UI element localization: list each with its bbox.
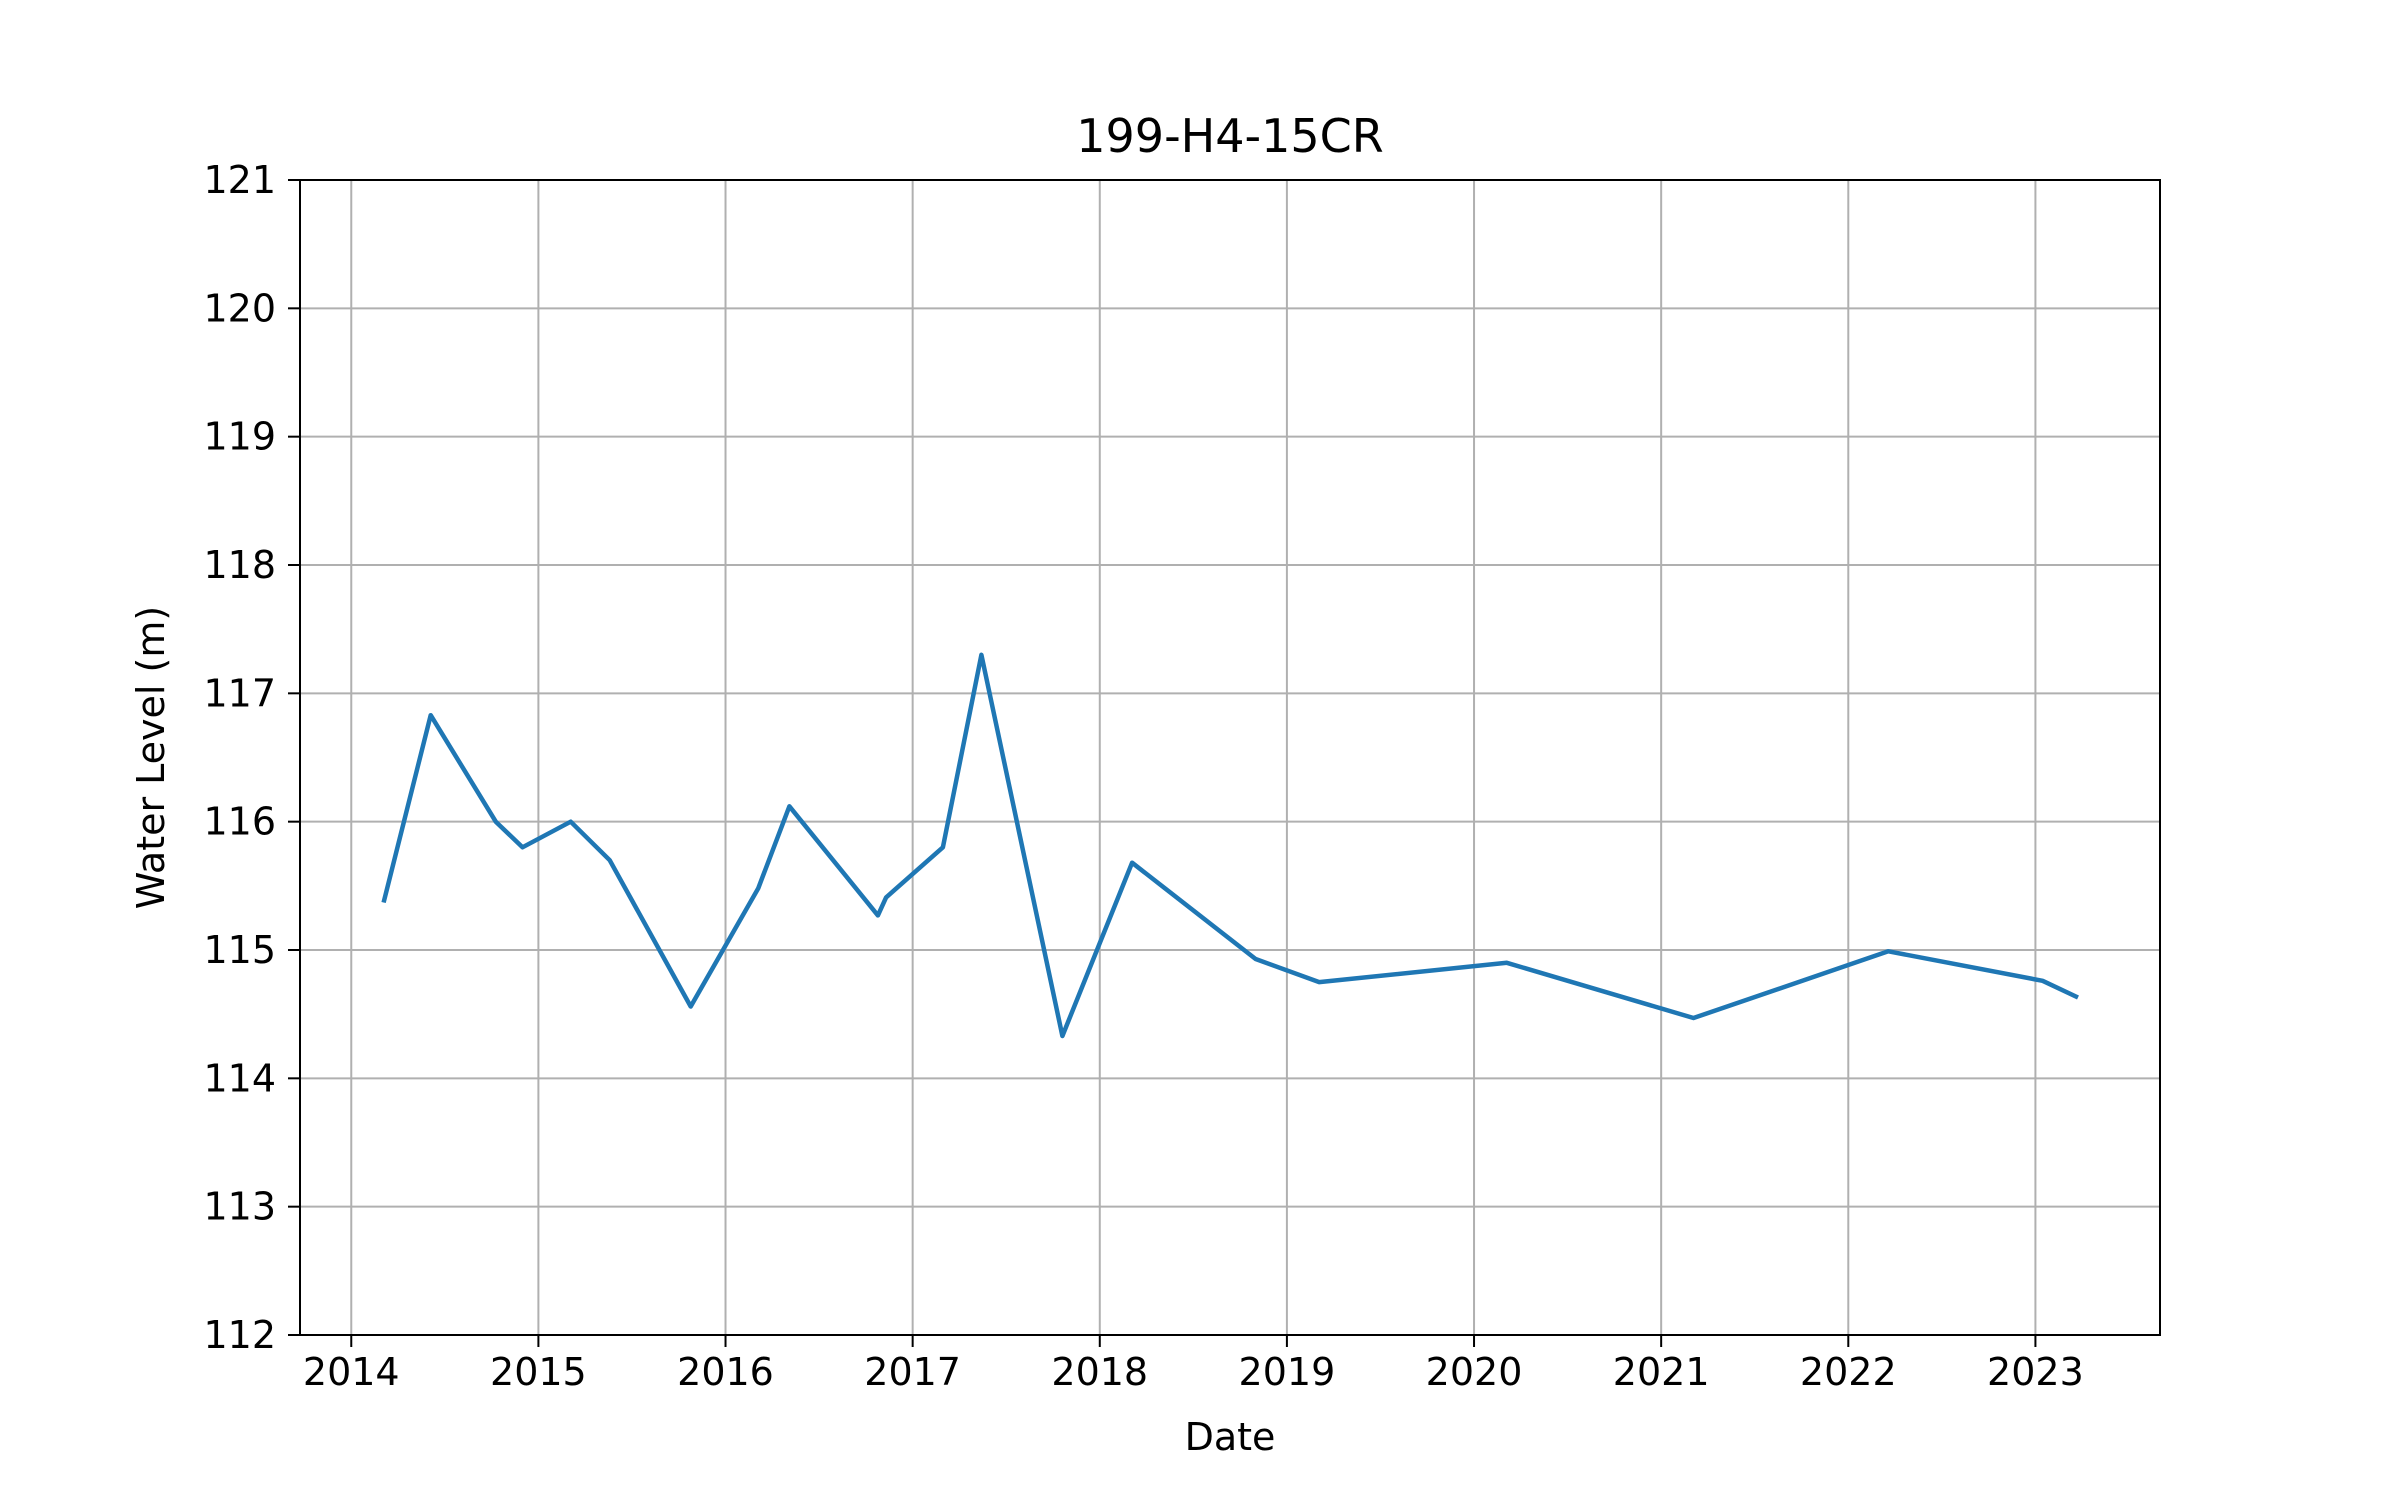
x-tick-label: 2019 <box>1239 1350 1336 1394</box>
y-tick-label: 113 <box>203 1185 276 1229</box>
y-tick-label: 120 <box>203 286 276 330</box>
x-tick-label: 2023 <box>1987 1350 2084 1394</box>
x-tick-label: 2015 <box>490 1350 587 1394</box>
y-tick-label: 114 <box>203 1056 276 1100</box>
x-tick-label: 2018 <box>1051 1350 1148 1394</box>
y-tick-label: 115 <box>203 928 276 972</box>
y-tick-label: 121 <box>203 158 276 202</box>
x-axis-label: Date <box>1185 1415 1276 1459</box>
y-tick-label: 118 <box>203 543 276 587</box>
x-tick-label: 2021 <box>1613 1350 1710 1394</box>
y-tick-label: 116 <box>203 800 276 844</box>
y-tick-label: 119 <box>203 415 276 459</box>
plot-area-frame <box>300 180 2160 1335</box>
x-tick-label: 2016 <box>677 1350 774 1394</box>
y-tick-label: 117 <box>203 671 276 715</box>
chart-title: 199-H4-15CR <box>1076 109 1383 163</box>
x-tick-label: 2020 <box>1426 1350 1523 1394</box>
x-tick-label: 2014 <box>303 1350 400 1394</box>
series-line <box>384 655 2078 1036</box>
y-axis-label: Water Level (m) <box>129 606 173 909</box>
x-tick-label: 2022 <box>1800 1350 1897 1394</box>
y-tick-label: 112 <box>203 1313 276 1357</box>
x-tick-label: 2017 <box>864 1350 961 1394</box>
